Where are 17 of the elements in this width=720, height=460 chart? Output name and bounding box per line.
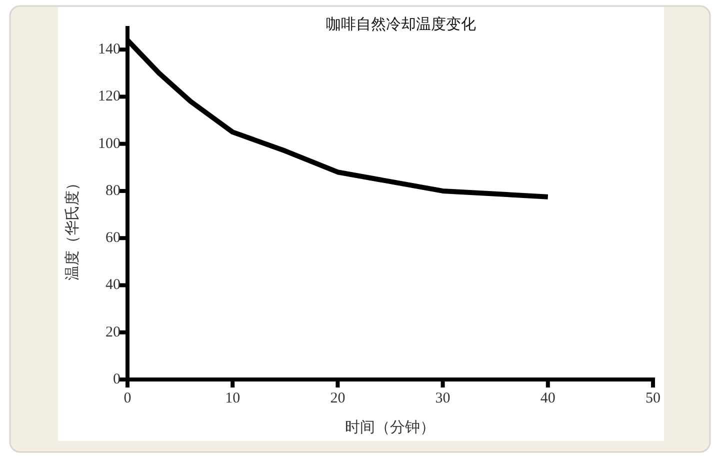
x-tick-label: 0 [124, 390, 132, 406]
y-tick-label: 20 [106, 324, 120, 340]
x-axis-title: 时间（分钟） [345, 418, 435, 436]
x-tick-label: 10 [225, 390, 240, 406]
x-tick-label: 30 [435, 390, 450, 406]
y-tick-label: 120 [98, 88, 120, 105]
y-axis-title: 温度（华氏度） [63, 176, 81, 280]
chart-title: 咖啡自然冷却温度变化 [326, 15, 476, 33]
y-tick-label: 100 [98, 136, 120, 152]
y-tick-label: 80 [106, 182, 120, 199]
x-tick-label: 40 [540, 390, 556, 406]
x-tick-label: 20 [330, 390, 346, 406]
y-tick-label: 40 [106, 277, 120, 294]
y-tick-label: 0 [113, 372, 120, 388]
y-tick-label: 140 [98, 42, 120, 58]
y-tick-label: 60 [106, 230, 120, 246]
x-tick-label: 50 [646, 390, 660, 406]
